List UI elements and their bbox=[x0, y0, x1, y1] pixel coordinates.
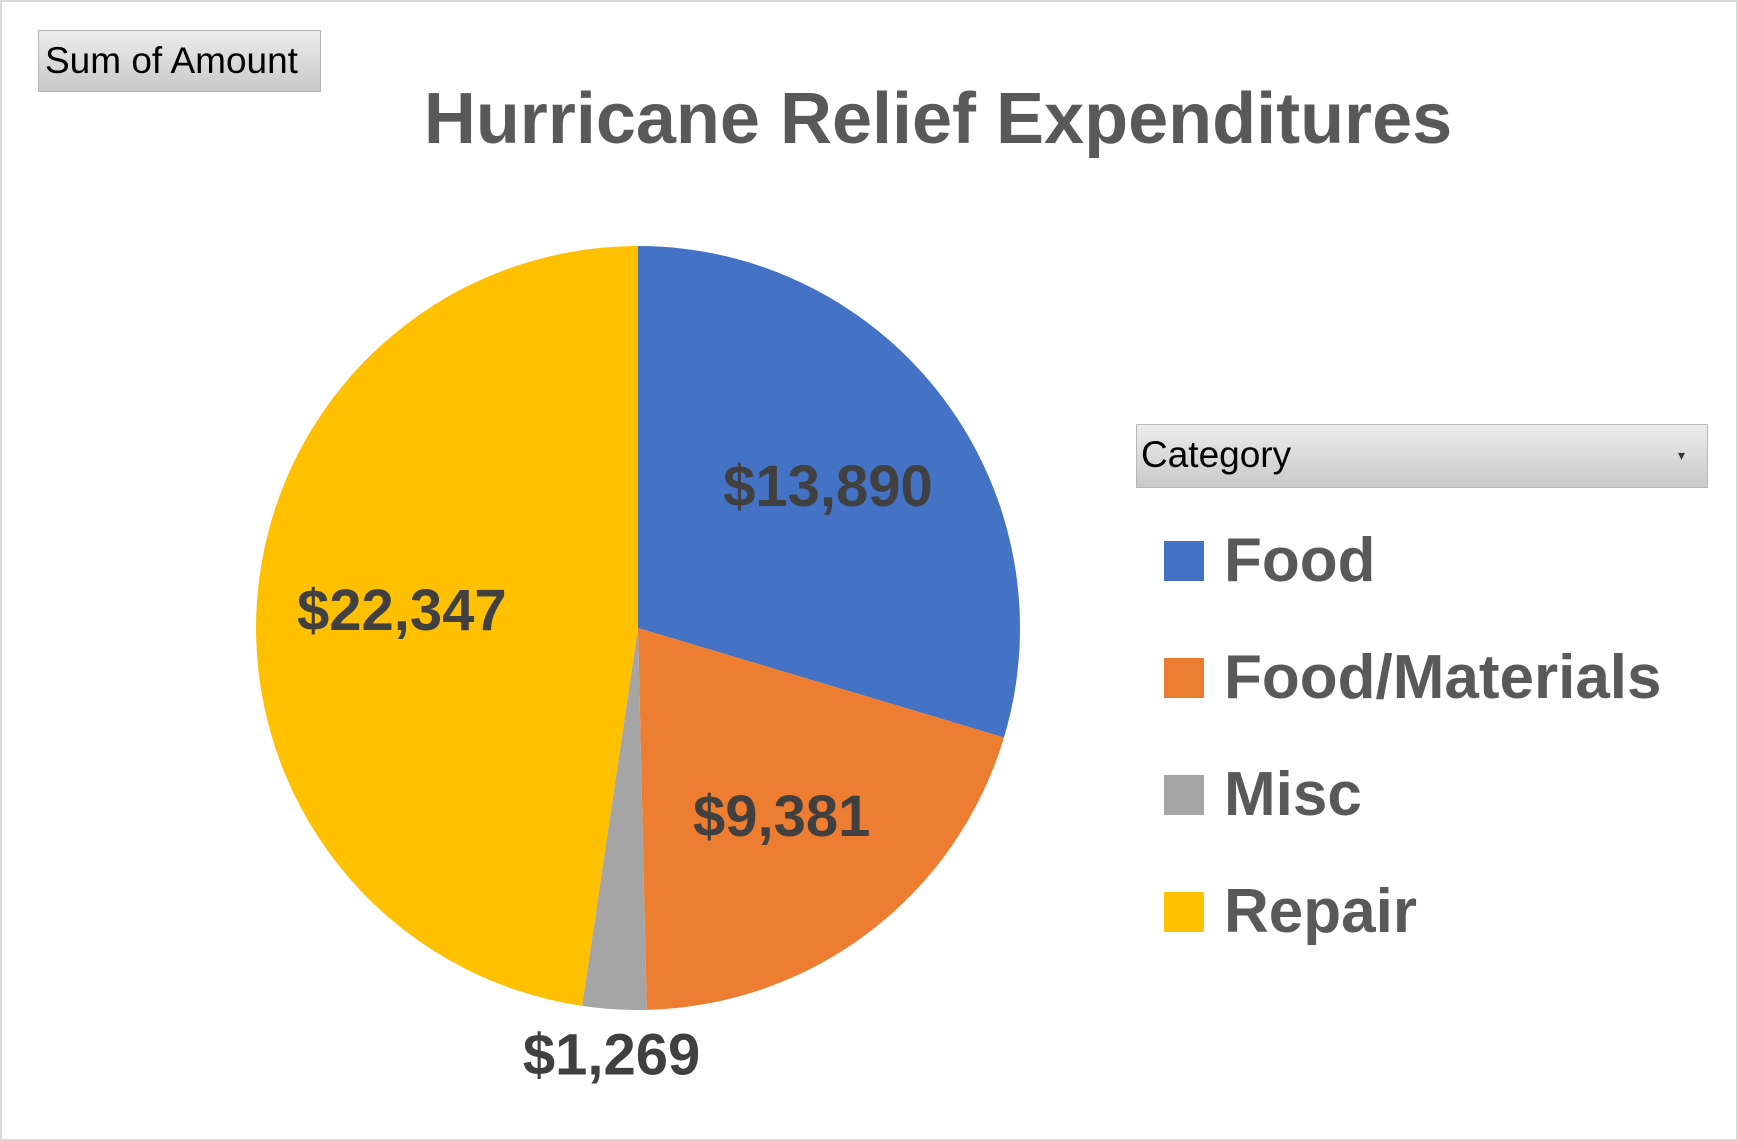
legend-swatch-misc bbox=[1164, 774, 1204, 815]
legend-swatch-repair bbox=[1164, 891, 1204, 932]
pie-slice-food[interactable] bbox=[638, 246, 1020, 738]
data-label-food-materials: $9,381 bbox=[693, 784, 870, 849]
value-field-button[interactable]: Sum of Amount bbox=[38, 30, 321, 92]
pie-slice-misc[interactable] bbox=[582, 628, 647, 1010]
dropdown-arrow-icon[interactable]: ▾ bbox=[1677, 447, 1685, 463]
legend: Food Food/Materials Misc Repair bbox=[1164, 502, 1662, 970]
chart-title: Hurricane Relief Expenditures bbox=[423, 79, 1453, 159]
category-filter-label: Category bbox=[1141, 434, 1292, 475]
legend-label-misc: Misc bbox=[1224, 760, 1362, 829]
legend-item-misc[interactable]: Misc bbox=[1164, 736, 1662, 853]
data-label-misc: $1,269 bbox=[523, 1023, 700, 1088]
data-label-repair: $22,347 bbox=[297, 578, 507, 643]
legend-label-food: Food bbox=[1224, 526, 1376, 595]
pie-slice-food-materials[interactable] bbox=[638, 628, 1004, 1010]
legend-label-food-materials: Food/Materials bbox=[1224, 643, 1662, 712]
pie-slice-repair[interactable] bbox=[256, 246, 638, 1006]
data-label-food: $13,890 bbox=[723, 454, 933, 519]
legend-swatch-food bbox=[1164, 540, 1204, 581]
legend-item-food-materials[interactable]: Food/Materials bbox=[1164, 619, 1662, 736]
legend-label-repair: Repair bbox=[1224, 877, 1417, 946]
legend-swatch-food-materials bbox=[1164, 657, 1204, 698]
legend-item-food[interactable]: Food bbox=[1164, 502, 1662, 619]
legend-item-repair[interactable]: Repair bbox=[1164, 853, 1662, 970]
category-filter-button[interactable]: Category ▾ bbox=[1136, 424, 1708, 488]
